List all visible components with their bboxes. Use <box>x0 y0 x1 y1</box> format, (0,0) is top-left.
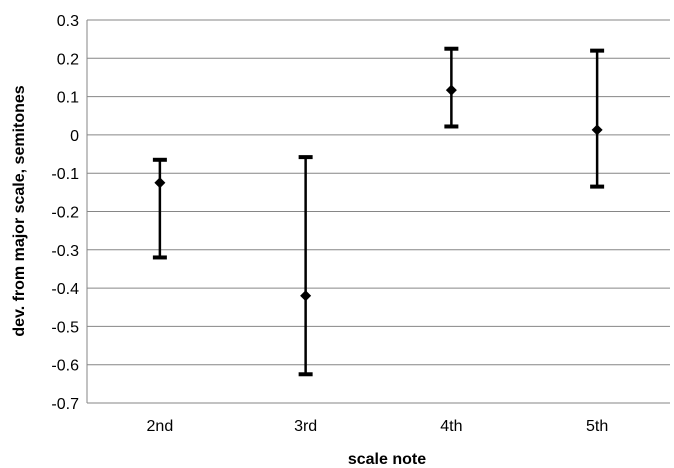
y-tick-label: -0.6 <box>51 358 79 375</box>
x-tick-label: 2nd <box>147 418 174 435</box>
y-tick-label: 0 <box>70 128 79 145</box>
data-points <box>154 84 603 302</box>
data-point <box>445 84 457 96</box>
y-tick-label: 0.3 <box>57 13 79 30</box>
x-tick-label: 4th <box>440 418 462 435</box>
x-tick-label: 5th <box>586 418 608 435</box>
y-tick-label: 0.1 <box>57 90 79 107</box>
y-tick-label: -0.2 <box>51 205 79 222</box>
y-tick-label: -0.5 <box>51 319 79 336</box>
y-tick-label: -0.1 <box>51 166 79 183</box>
y-tick-label: -0.7 <box>51 396 79 413</box>
y-tick-labels: 0.3 0.2 0.1 0 -0.1 -0.2 -0.3 -0.4 -0.5 -0.6 -0.7 <box>51 13 79 413</box>
gridlines <box>87 19 670 404</box>
x-tick-label: 3rd <box>294 418 317 435</box>
y-tick-label: -0.3 <box>51 243 79 260</box>
y-axis-title: dev. from major scale, semitones <box>11 85 28 336</box>
data-point <box>591 124 603 136</box>
x-axis-title: scale note <box>348 451 426 468</box>
data-point <box>154 177 166 189</box>
data-point <box>300 290 312 302</box>
y-tick-label: 0.2 <box>57 51 79 68</box>
y-tick-label: -0.4 <box>51 281 79 298</box>
x-tick-labels: 2nd 3rd 4th 5th <box>147 418 609 435</box>
